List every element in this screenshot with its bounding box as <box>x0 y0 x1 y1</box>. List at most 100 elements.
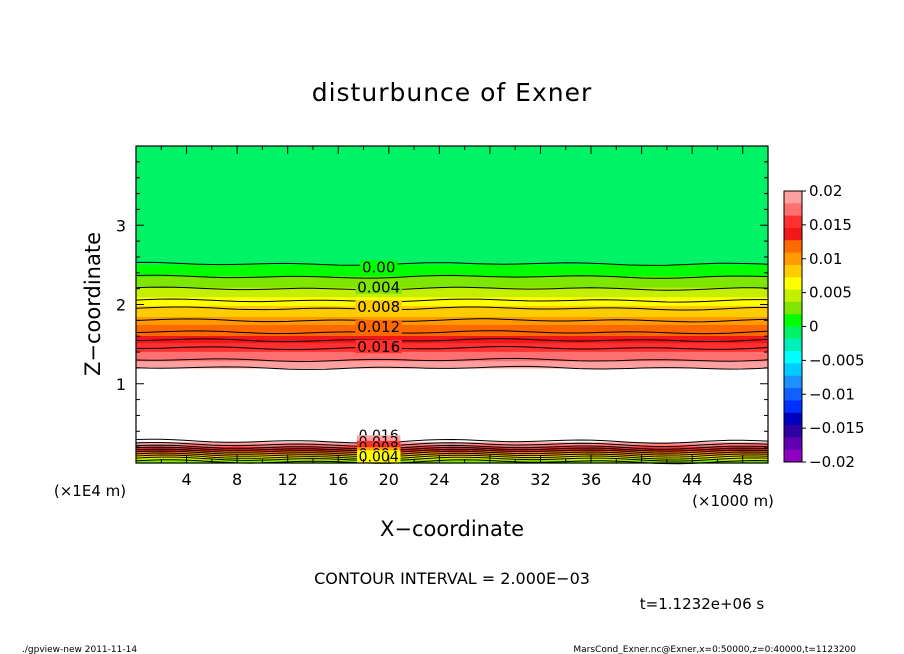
contour-band <box>136 441 768 443</box>
contour-band <box>136 165 768 168</box>
contour-band <box>136 178 768 180</box>
contour-band <box>136 149 768 151</box>
contour-band <box>136 309 768 311</box>
contour-band <box>136 293 768 295</box>
contour-band <box>136 394 768 397</box>
contour-band <box>136 367 768 369</box>
colorbar-segment <box>784 227 802 241</box>
contour-band <box>136 432 768 435</box>
contour-line <box>135 444 769 450</box>
contour-band <box>136 430 768 432</box>
contour-band <box>136 241 768 244</box>
contour-band <box>136 404 768 406</box>
contour-band <box>136 431 768 433</box>
contour-band <box>136 294 768 297</box>
contour-band <box>136 321 768 323</box>
contour-band <box>136 216 768 218</box>
contour-band <box>136 201 768 203</box>
colorbar-segment <box>784 301 802 315</box>
contour-band <box>136 379 768 382</box>
contour-band <box>136 419 768 421</box>
contour-band <box>136 241 768 243</box>
contour-band <box>136 440 768 442</box>
contour-band <box>136 329 768 331</box>
contour-band <box>136 458 768 460</box>
x-tick-label: 40 <box>631 470 651 489</box>
contour-band <box>136 203 768 205</box>
colorbar-segment <box>784 277 802 291</box>
contour-band <box>136 396 768 398</box>
contour-band <box>136 390 768 393</box>
contour-line <box>135 261 769 266</box>
contour-band <box>136 260 768 262</box>
contour-interval-text: CONTOUR INTERVAL = 2.000E−03 <box>314 569 590 588</box>
contour-band <box>136 336 768 338</box>
contour-band <box>136 247 768 249</box>
colorbar-tick-label: −0.005 <box>809 351 865 369</box>
x-tick-label: 16 <box>328 470 348 489</box>
contour-band <box>136 245 768 248</box>
contour-band <box>136 420 768 422</box>
contour-band <box>136 285 768 287</box>
contour-band <box>136 443 768 445</box>
contour-label-background <box>355 280 402 294</box>
contour-band <box>136 453 768 455</box>
contour-band <box>136 225 768 227</box>
contour-band <box>136 303 768 306</box>
contour-band <box>136 192 768 195</box>
colorbar-segment <box>784 252 802 266</box>
contour-band <box>136 314 768 317</box>
contour-band <box>136 409 768 412</box>
y-axis-unit: (×1E4 m) <box>54 482 126 500</box>
contour-band <box>136 353 768 356</box>
contour-band <box>136 195 768 197</box>
x-tick-label: 36 <box>581 470 601 489</box>
contour-band <box>136 168 768 171</box>
contour-band <box>136 436 768 439</box>
colorbar-segment <box>784 412 802 426</box>
contour-band <box>136 221 768 223</box>
contour-band <box>136 208 768 210</box>
contour-band <box>136 245 768 247</box>
contour-band <box>136 218 768 221</box>
footer-left: ./gpview-new 2011-11-14 <box>22 645 137 654</box>
contour-band <box>136 311 768 314</box>
contour-band <box>136 435 768 437</box>
contour-band <box>136 377 768 379</box>
contour-band <box>136 250 768 253</box>
contour-band <box>136 349 768 352</box>
contour-band <box>136 316 768 318</box>
contour-band <box>136 386 768 389</box>
contour-band <box>136 217 768 219</box>
x-tick-label: 28 <box>480 470 500 489</box>
colorbar-segment <box>784 425 802 438</box>
contour-band <box>136 276 768 279</box>
contour-band <box>136 375 768 377</box>
contour-band <box>136 184 768 187</box>
contour-band <box>136 252 768 255</box>
colorbar-segment <box>784 264 802 278</box>
contour-label-background <box>360 260 398 275</box>
contour-band <box>136 268 768 271</box>
y-tick-label: 3 <box>116 216 126 235</box>
contour-band <box>136 277 768 279</box>
contour-line-layer <box>135 261 769 465</box>
contour-band <box>136 168 768 170</box>
contour-band <box>136 272 768 274</box>
contour-band <box>136 364 768 367</box>
contour-band <box>136 275 768 278</box>
contour-band <box>136 163 768 165</box>
contour-band <box>136 335 768 337</box>
contour-band <box>136 165 768 167</box>
contour-band <box>136 226 768 229</box>
contour-band <box>136 402 768 405</box>
contour-band <box>136 147 768 149</box>
x-tick-label: 24 <box>429 470 449 489</box>
contour-band <box>136 272 768 275</box>
contour-band <box>136 337 768 340</box>
colorbar-tick-label: −0.01 <box>809 385 855 403</box>
y-axis: 1 2 3 <box>116 161 768 448</box>
contour-band <box>136 259 768 261</box>
colorbar-tick-label: −0.015 <box>809 419 865 437</box>
colorbar-tick-label: 0.005 <box>809 284 852 302</box>
